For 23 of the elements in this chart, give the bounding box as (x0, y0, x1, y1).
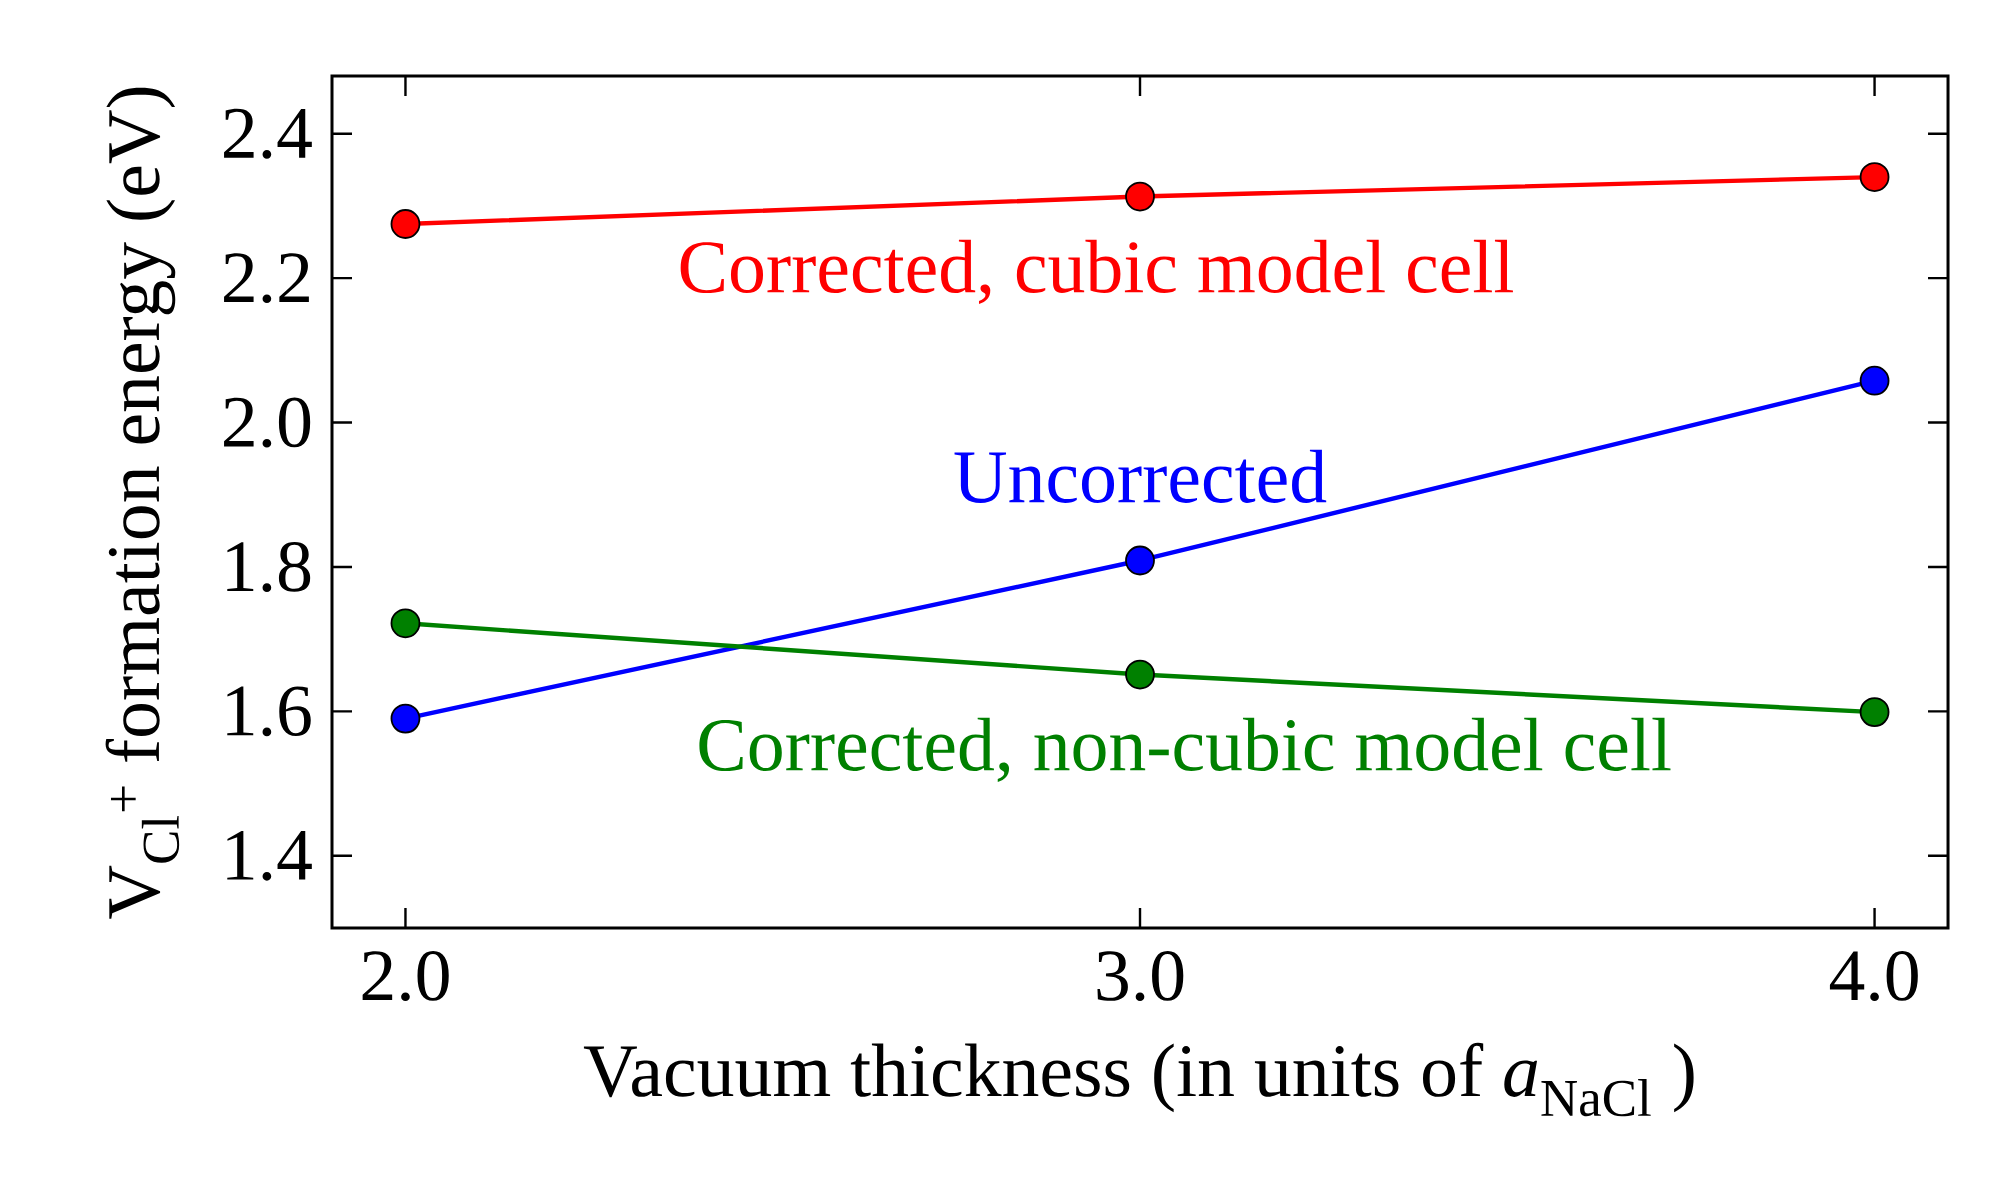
legend-label: Corrected, cubic model cell (680, 239, 1513, 304)
point (1859, 162, 1890, 192)
y-tick-label: 2.0 (224, 397, 311, 448)
series-label: Uncorrected (954, 449, 1327, 503)
x-axis-title: Vacuum thickness (in units of a$_{NaCl}$ ) (583, 1042, 1694, 1117)
y-tick-label: 1.4 (227, 830, 312, 881)
legend-label: Corrected, non-cubic model cell (699, 717, 1671, 782)
point (1859, 697, 1890, 728)
point (390, 209, 421, 239)
point (1125, 659, 1155, 690)
x-tick-label: 2.0 (362, 951, 449, 1002)
y-axis-title: V$_{Cl}$$^{+}$ formation energy (eV) (105, 87, 180, 919)
point (390, 608, 421, 639)
x-tick-label: 3.0 (1097, 951, 1184, 1002)
y-tick-label: 2.4 (224, 108, 312, 159)
point (1125, 545, 1155, 576)
point (1859, 365, 1890, 396)
point (390, 703, 421, 734)
x-tick-label: 4.0 (1829, 951, 1918, 1002)
y-tick-label: 2.2 (224, 253, 309, 304)
y-tick-label: 1.8 (227, 541, 311, 592)
point (1125, 181, 1155, 212)
y-tick-label: 1.6 (227, 686, 311, 737)
